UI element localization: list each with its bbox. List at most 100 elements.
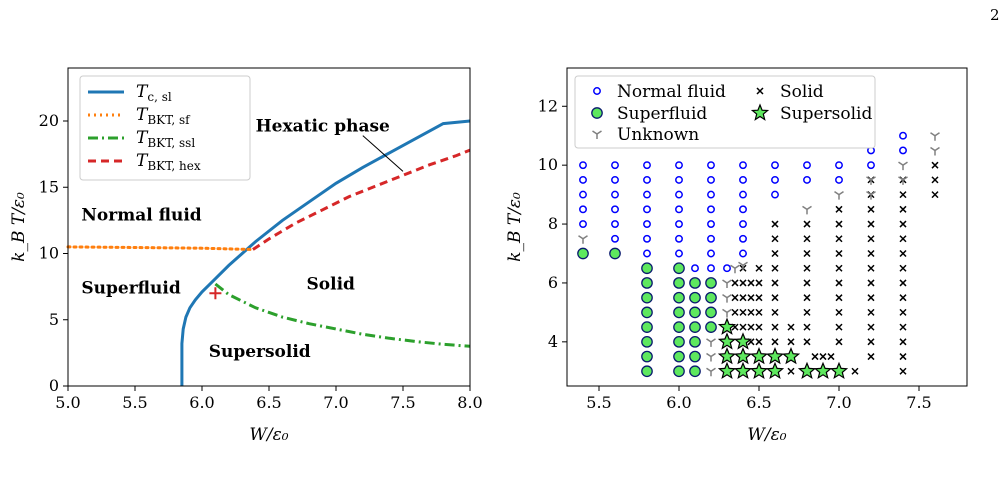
data-point-superfluid [641, 321, 653, 333]
data-point-solid [899, 367, 907, 375]
data-point-solid [867, 235, 875, 243]
data-point-normal-fluid [643, 161, 651, 170]
data-point-solid [931, 176, 939, 184]
x-tick-label: 6.0 [666, 393, 691, 412]
series-line-0 [180, 119, 471, 386]
data-point-normal-fluid [579, 205, 587, 214]
data-point-superfluid [689, 306, 701, 319]
data-point-superfluid [641, 350, 653, 363]
data-point-solid [771, 220, 779, 228]
data-point-supersolid [717, 317, 737, 335]
data-point-solid [755, 338, 763, 346]
data-point-solid [739, 323, 747, 331]
data-point-normal-fluid [675, 205, 683, 214]
data-point-superfluid [689, 291, 701, 304]
data-point-normal-fluid [771, 190, 779, 199]
legend-entry: Tc, sl [136, 82, 172, 104]
data-point-normal-fluid [707, 220, 715, 229]
data-point-superfluid [705, 321, 717, 333]
legend-entry: Supersolid [780, 104, 872, 124]
x-tick-label: 7.0 [826, 393, 851, 412]
data-point-solid [771, 235, 779, 243]
data-point-unknown [722, 308, 732, 318]
data-point-solid [755, 279, 763, 287]
data-point-unknown [898, 176, 908, 185]
data-point-unknown [730, 264, 740, 274]
legend-marker [592, 130, 602, 139]
data-point-normal-fluid [867, 161, 875, 170]
data-point-solid [867, 279, 875, 287]
y-tick-label: 12 [538, 96, 558, 115]
data-point-supersolid [749, 347, 769, 365]
legend-entry: TBKT, hex [136, 151, 201, 173]
data-point-superfluid [641, 365, 653, 378]
data-point-normal-fluid [675, 190, 683, 199]
data-point-normal-fluid [611, 234, 619, 243]
data-point-superfluid [641, 262, 653, 275]
x-tick-label: 7.5 [906, 393, 931, 412]
y-tick-label: 4 [548, 332, 558, 351]
data-point-solid [747, 308, 755, 316]
data-point-unknown [866, 176, 876, 185]
x-tick-label: 5.5 [122, 393, 147, 412]
data-point-solid [771, 294, 779, 302]
data-point-supersolid [765, 361, 785, 379]
y-tick-label: 8 [548, 214, 558, 233]
y-tick-label: 20 [39, 111, 59, 130]
data-point-solid [867, 220, 875, 228]
x-tick-label: 5.0 [55, 393, 80, 412]
data-point-solid [835, 294, 843, 302]
data-point-solid [739, 294, 747, 302]
data-point-superfluid [673, 262, 685, 275]
data-point-superfluid [641, 291, 653, 304]
legend-marker [593, 87, 601, 95]
data-point-solid [899, 191, 907, 199]
data-point-superfluid [673, 321, 685, 333]
data-point-solid [731, 294, 739, 302]
data-point-solid [819, 353, 827, 361]
data-point-solid [899, 264, 907, 272]
data-point-solid [835, 338, 843, 346]
data-point-solid [787, 323, 795, 331]
data-point-solid [867, 308, 875, 316]
data-point-solid [803, 323, 811, 331]
data-point-solid [899, 235, 907, 243]
x-tick-label: 7.0 [323, 393, 348, 412]
data-point-solid [835, 308, 843, 316]
legend-entry: Superfluid [617, 104, 707, 124]
data-point-solid [835, 249, 843, 258]
data-point-normal-fluid [739, 205, 747, 214]
page-number: 2 [990, 6, 1000, 24]
data-point-solid [835, 264, 843, 272]
data-point-superfluid [673, 306, 685, 319]
data-point-unknown [930, 132, 940, 141]
data-point-solid [867, 323, 875, 331]
data-point-normal-fluid [675, 175, 683, 184]
x-tick-label: 7.5 [390, 393, 415, 412]
data-point-solid [899, 323, 907, 331]
data-point-solid [835, 205, 843, 213]
y-axis-label: k_B T/ε₀ [9, 192, 29, 262]
data-point-unknown [722, 279, 732, 288]
data-point-solid [899, 279, 907, 287]
data-point-normal-fluid [739, 190, 747, 199]
data-point-solid [771, 338, 779, 346]
data-point-normal-fluid [643, 234, 651, 243]
data-point-superfluid [673, 335, 685, 348]
data-point-solid [755, 308, 763, 316]
data-point-normal-fluid [739, 161, 747, 170]
data-point-solid [771, 249, 779, 258]
data-point-normal-fluid [707, 190, 715, 199]
data-point-supersolid [781, 347, 801, 365]
data-point-supersolid [829, 361, 849, 379]
data-point-normal-fluid [579, 175, 587, 184]
data-point-superfluid [673, 291, 685, 304]
x-tick-label: 6.5 [256, 393, 281, 412]
left-phase-diagram: 5.0 5.5 6.0 6.5 7.0 7.5 8.0 0 5 10 15 20 Hexatic pha… [9, 67, 483, 445]
data-point-solid [835, 323, 843, 331]
data-point-solid [835, 279, 843, 287]
data-point-solid [747, 294, 755, 302]
legend-entry: TBKT, ssl [136, 128, 195, 150]
data-point-normal-fluid [611, 220, 619, 229]
